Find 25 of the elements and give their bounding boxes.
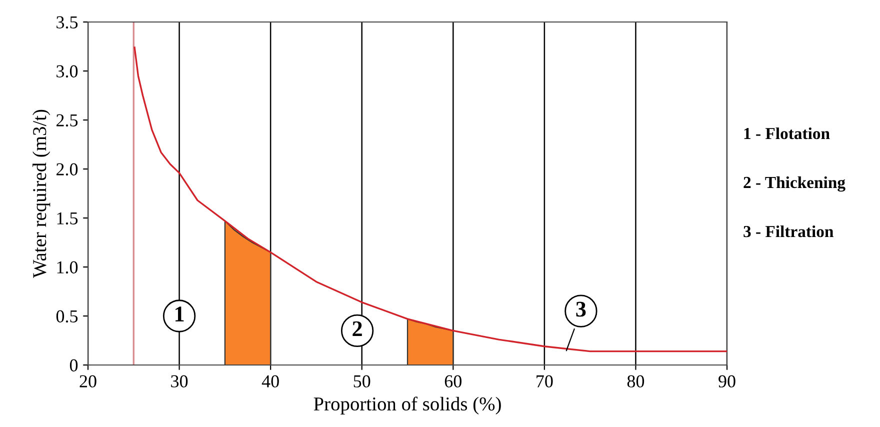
x-tick-label: 50 — [354, 375, 370, 388]
text: 3 - Filtration — [744, 225, 834, 238]
x-tick-label: 70 — [536, 375, 553, 388]
annotation: 3 — [576, 302, 586, 317]
y-tick-label: 0.5 — [56, 310, 78, 323]
x-tick-label: 80 — [627, 375, 644, 388]
annotation: 1 — [176, 306, 184, 322]
y-tick-label: 1.5 — [57, 212, 78, 225]
text: 1 - Flotation — [744, 127, 830, 140]
y-tick-label: 3.0 — [56, 65, 78, 78]
x-tick-label: 60 — [444, 375, 462, 388]
y-tick-label: 2.0 — [56, 163, 78, 176]
line-series — [134, 46, 727, 352]
x-axis-title: Proportion of solids (%) — [314, 396, 501, 414]
y-tick-label: 0 — [70, 359, 78, 372]
x-tick-label: 30 — [171, 375, 188, 388]
y-axis-title: Water required (m3/t) — [32, 110, 50, 278]
y-tick-label: 1.0 — [57, 261, 78, 274]
annotation: 2 — [352, 321, 362, 336]
text: 2 - Thickening — [744, 176, 846, 192]
y-tick-label: 3.5 — [56, 16, 78, 29]
y-tick-label: 2.5 — [56, 114, 78, 127]
x-tick-label: 90 — [718, 375, 736, 388]
x-tick-label: 20 — [80, 375, 96, 388]
x-tick-label: 40 — [262, 375, 279, 388]
